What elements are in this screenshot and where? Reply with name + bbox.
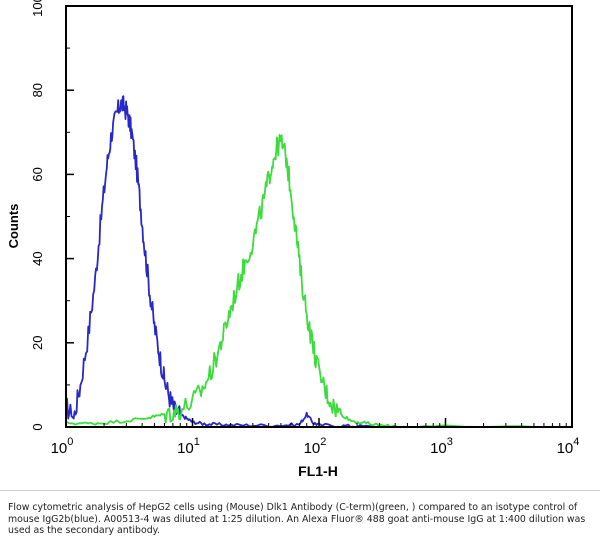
series-line-green — [65, 133, 572, 428]
series-layer — [65, 95, 572, 428]
y-tick-label: 40 — [30, 251, 45, 265]
y-tick-label: 0 — [30, 423, 45, 430]
x-tick-label: 103 — [430, 436, 453, 457]
x-axis: 100 101 102 103 104 — [51, 418, 580, 457]
x-axis-label: FL1-H — [298, 463, 338, 479]
x-tick-label: 101 — [177, 436, 200, 457]
figure-caption: Flow cytometric analysis of HepG2 cells … — [8, 502, 586, 537]
flow-cytometry-histogram: 100 101 102 103 104 0 20 40 60 80 100 FL1-H Count… — [6, 0, 580, 479]
y-tick-label: 100 — [30, 0, 45, 17]
x-tick-label: 102 — [304, 436, 327, 457]
y-tick-label: 60 — [30, 167, 45, 181]
caption-box: Flow cytometric analysis of HepG2 cells … — [0, 490, 600, 548]
y-axis-label: Counts — [6, 204, 21, 249]
x-tick-label: 100 — [51, 436, 74, 457]
y-axis: 0 20 40 60 80 100 — [30, 0, 74, 431]
series-line-blue — [65, 95, 380, 428]
x-tick-label: 104 — [557, 436, 580, 457]
y-tick-label: 80 — [30, 83, 45, 97]
y-tick-label: 20 — [30, 336, 45, 350]
